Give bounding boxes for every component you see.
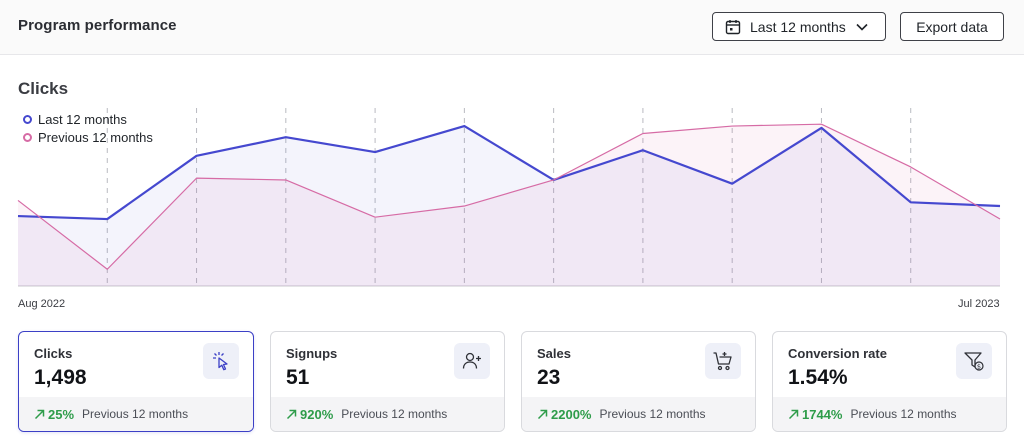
- metric-value: 51: [286, 366, 310, 389]
- page-title: Program performance: [18, 17, 177, 34]
- chart-legend: Last 12 months Previous 12 months: [23, 110, 153, 146]
- metric-change: 1744%: [788, 407, 842, 422]
- arrow-up-right-icon: [788, 409, 799, 419]
- metric-label: Signups: [286, 346, 338, 361]
- metric-card-clicks[interactable]: Clicks 1,498 25% Previous 12 months: [18, 331, 254, 432]
- metric-change-value: 920%: [300, 406, 334, 422]
- chart-title: Clicks: [18, 79, 69, 98]
- metric-change: 2200%: [537, 407, 591, 422]
- arrow-up-right-icon: [286, 409, 297, 419]
- chevron-down-icon: [856, 23, 868, 31]
- metric-card-conversion-rate[interactable]: Conversion rate 1.54% $ 1744% Previous 1…: [772, 331, 1007, 432]
- metric-footer: 2200% Previous 12 months: [522, 397, 755, 431]
- metric-compare: Previous 12 months: [82, 407, 189, 421]
- arrow-up-right-icon: [537, 409, 548, 419]
- metric-card-sales[interactable]: Sales 23 2200% Previous 12 months: [521, 331, 756, 432]
- x-axis-start-label: Aug 2022: [18, 298, 66, 310]
- metric-change-value: 1744%: [802, 406, 843, 422]
- export-data-button[interactable]: Export data: [900, 12, 1004, 41]
- metric-compare: Previous 12 months: [599, 407, 706, 421]
- metric-value: 23: [537, 366, 561, 389]
- user-plus-icon: [454, 343, 490, 379]
- metric-change: 25%: [34, 407, 74, 422]
- metric-label: Clicks: [34, 346, 73, 361]
- metric-label: Sales: [537, 346, 571, 361]
- date-range-dropdown[interactable]: Last 12 months: [712, 12, 886, 41]
- legend-item-current[interactable]: Last 12 months: [23, 110, 153, 128]
- metric-card-signups[interactable]: Signups 51 920% Previous 12 months: [270, 331, 505, 432]
- legend-marker-previous: [23, 132, 32, 142]
- x-axis-end-label: Jul 2023: [958, 298, 1000, 310]
- top-bar: Program performance Last 12 months Expor…: [0, 0, 1024, 55]
- metric-value: 1,498: [34, 366, 87, 389]
- cursor-click-icon: [203, 343, 239, 379]
- legend-marker-current: [23, 114, 32, 124]
- metric-value: 1.54%: [788, 366, 848, 389]
- series-line-previous: [17, 123, 1001, 270]
- legend-item-previous[interactable]: Previous 12 months: [23, 128, 153, 146]
- metric-footer: 1744% Previous 12 months: [773, 397, 1006, 431]
- metric-compare: Previous 12 months: [850, 407, 957, 421]
- clicks-chart: [17, 108, 1001, 287]
- metric-footer: 920% Previous 12 months: [271, 397, 504, 431]
- metric-change: 920%: [286, 407, 333, 422]
- series-area-previous: [18, 124, 1000, 287]
- funnel-dollar-icon: $: [956, 343, 992, 379]
- date-range-label: Last 12 months: [750, 18, 846, 35]
- calendar-icon: [725, 19, 741, 34]
- series-line-current: [17, 124, 1001, 221]
- metric-change-value: 2200%: [551, 406, 592, 422]
- metric-compare: Previous 12 months: [341, 407, 448, 421]
- cart-plus-icon: [705, 343, 741, 379]
- metric-footer: 25% Previous 12 months: [19, 397, 253, 431]
- metric-change-value: 25%: [48, 406, 75, 422]
- arrow-up-right-icon: [34, 409, 45, 419]
- svg-text:$: $: [977, 362, 981, 370]
- legend-label-previous: Previous 12 months: [38, 129, 153, 145]
- series-area-current: [18, 126, 1000, 286]
- legend-label-current: Last 12 months: [38, 111, 127, 127]
- metric-label: Conversion rate: [788, 346, 887, 361]
